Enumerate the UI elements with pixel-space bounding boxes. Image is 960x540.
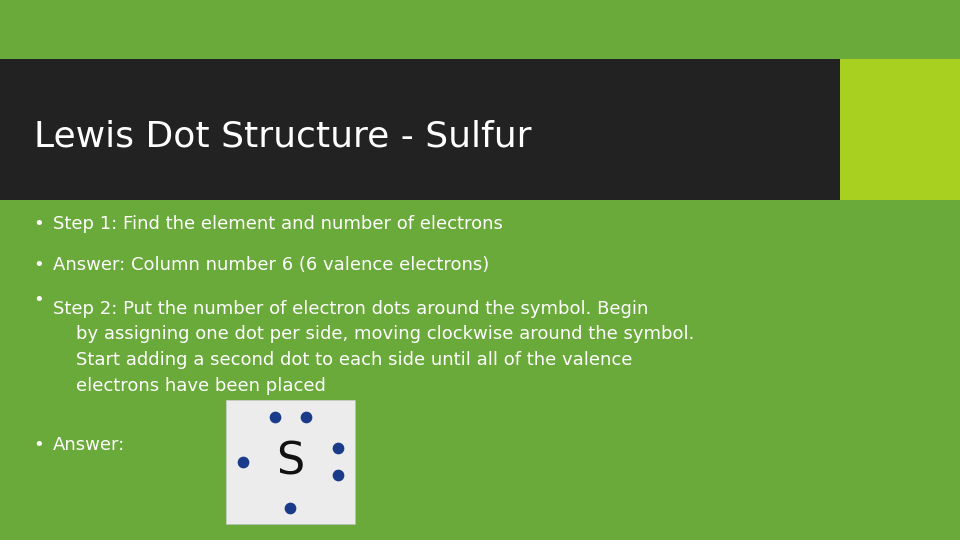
Text: Answer: Column number 6 (6 valence electrons): Answer: Column number 6 (6 valence elect…	[53, 255, 489, 274]
Text: Step 2: Put the number of electron dots around the symbol. Begin
    by assignin: Step 2: Put the number of electron dots …	[53, 300, 694, 395]
Text: Answer:: Answer:	[53, 436, 125, 455]
Bar	[0, 59, 840, 200]
Point	[282, 503, 298, 512]
Text: Lewis Dot Structure - Sulfur: Lewis Dot Structure - Sulfur	[34, 120, 531, 153]
Text: Step 1: Find the element and number of electrons: Step 1: Find the element and number of e…	[53, 215, 503, 233]
Bar	[226, 400, 355, 524]
Text: S: S	[276, 440, 304, 483]
Point	[298, 413, 313, 422]
Text: •: •	[34, 291, 44, 309]
Point	[235, 457, 251, 466]
Point	[330, 471, 346, 480]
Text: •: •	[34, 215, 44, 233]
Bar	[226, 400, 355, 524]
Text: •: •	[34, 436, 44, 455]
Text: •: •	[34, 255, 44, 274]
Point	[267, 413, 282, 422]
Bar	[840, 59, 960, 200]
Point	[330, 444, 346, 453]
